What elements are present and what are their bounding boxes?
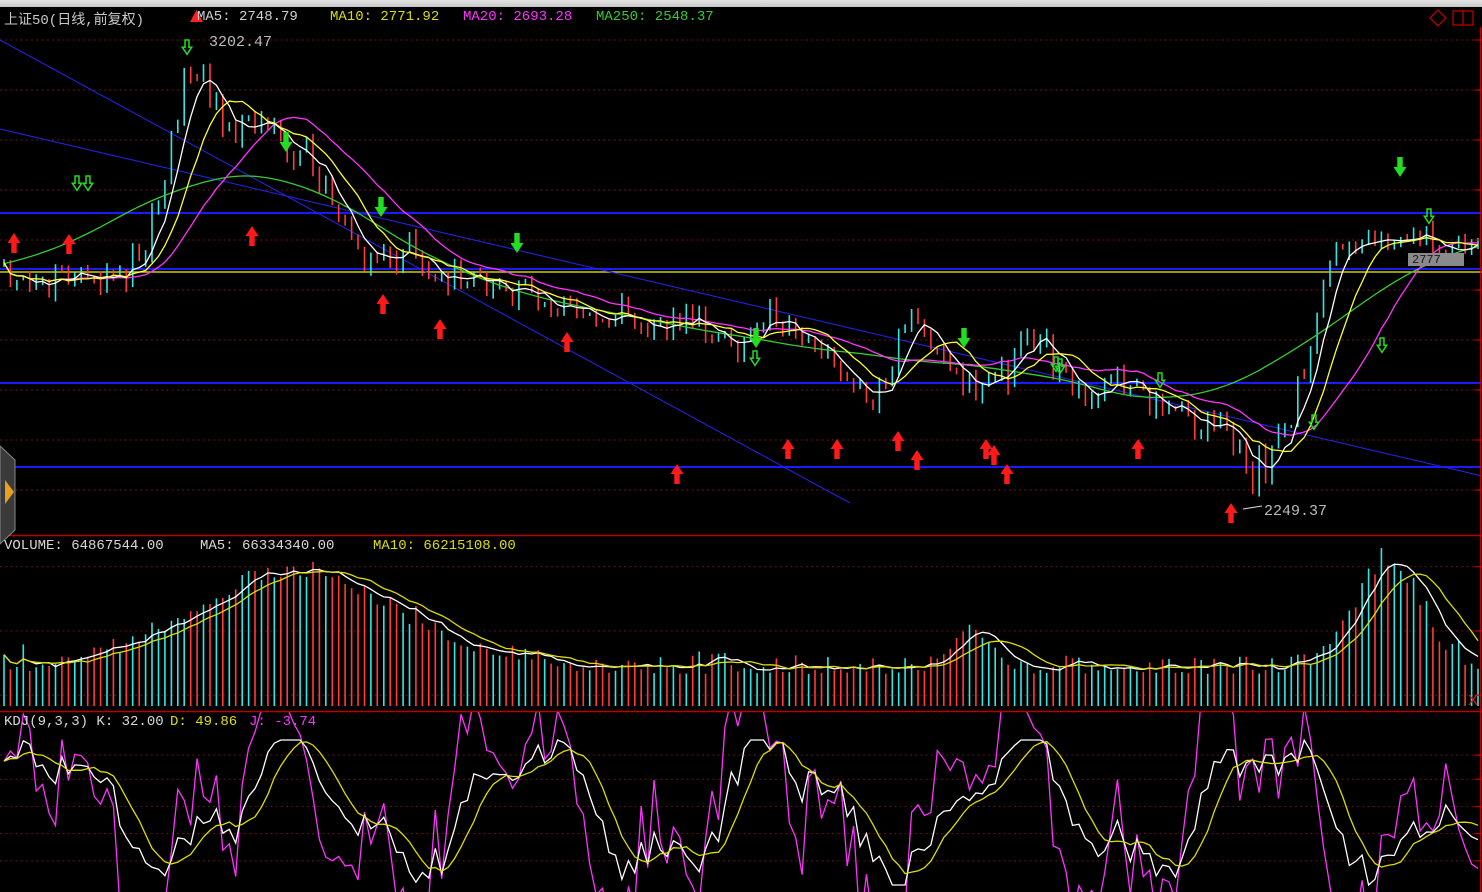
svg-text:2777: 2777 (1412, 253, 1441, 267)
svg-text:X: X (1468, 692, 1478, 709)
svg-text:3202.47: 3202.47 (209, 34, 272, 51)
svg-text:2249.37: 2249.37 (1264, 503, 1327, 520)
